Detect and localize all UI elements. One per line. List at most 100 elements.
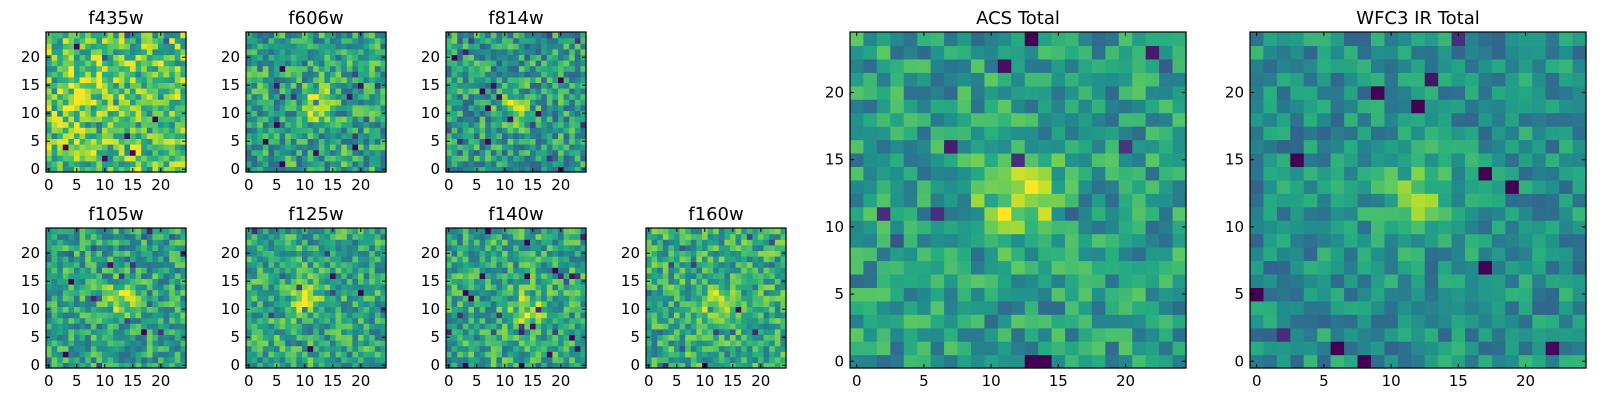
pixel-cell [446, 144, 453, 151]
pixel-cell [85, 166, 92, 173]
pixel-cell [462, 132, 469, 139]
pixel-cell [341, 334, 348, 341]
pixel-cell [451, 110, 458, 117]
pixel-cell [930, 220, 945, 235]
pixel-cell [380, 116, 387, 123]
pixel-cell [285, 121, 292, 128]
pixel-cell [903, 166, 918, 181]
pixel-cell [152, 76, 159, 83]
pixel-cell [580, 43, 587, 50]
pixel-cell [124, 295, 131, 302]
pixel-cell [662, 284, 669, 291]
pixel-cell [102, 104, 109, 111]
pixel-cell [118, 48, 125, 55]
pixel-cell [507, 121, 514, 128]
pixel-cell [574, 256, 581, 263]
pixel-cell [68, 155, 75, 162]
pixel-cell [57, 144, 64, 151]
pixel-cell [302, 71, 309, 78]
pixel-cell [746, 256, 753, 263]
pixel-cell [274, 356, 281, 363]
pixel-cell [169, 32, 176, 39]
pixel-cell [468, 356, 475, 363]
pixel-cell [324, 256, 331, 263]
pixel-cell [279, 295, 286, 302]
axes-frame [445, 227, 587, 369]
pixel-cell [563, 149, 570, 156]
pixel-cell [158, 250, 165, 257]
pixel-cell [251, 250, 258, 257]
pixel-cell [657, 356, 664, 363]
pixel-cell [57, 88, 64, 95]
pixel-cell [563, 250, 570, 257]
pixel-cell [507, 132, 514, 139]
pixel-cell [130, 65, 137, 72]
pixel-cell [541, 362, 548, 369]
pixel-cell [318, 132, 325, 139]
pixel-cell [1159, 300, 1174, 315]
pixel-cell [657, 323, 664, 330]
pixel-cell [374, 121, 381, 128]
pixel-cell [513, 356, 520, 363]
pixel-cell [257, 155, 264, 162]
pixel-cell [780, 328, 787, 335]
pixel-cell [563, 82, 570, 89]
pixel-cell [146, 261, 153, 268]
pixel-cell [169, 250, 176, 257]
pixel-cell [730, 312, 737, 319]
pixel-cell [890, 152, 905, 167]
pixel-cell [530, 312, 537, 319]
pixel-cell [358, 88, 365, 95]
pixel-cell [374, 300, 381, 307]
pixel-cell [890, 300, 905, 315]
pixel-cell [380, 132, 387, 139]
pixel-cell [558, 289, 565, 296]
pixel-cell [296, 345, 303, 352]
pixel-cell [130, 261, 137, 268]
pixel-cell [262, 345, 269, 352]
pixel-cell [485, 267, 492, 274]
pixel-cell [479, 328, 486, 335]
x-tick-label: 0 [244, 372, 254, 390]
pixel-cell [713, 295, 720, 302]
pixel-cell [346, 99, 353, 106]
pixel-cell [158, 289, 165, 296]
pixel-cell [763, 345, 770, 352]
pixel-cell [246, 160, 253, 167]
pixel-cell [1172, 206, 1187, 221]
pixel-cell [180, 267, 187, 274]
pixel-cell [285, 244, 292, 251]
pixel-cell [380, 272, 387, 279]
pixel-cell [90, 138, 97, 145]
pixel-cell [158, 244, 165, 251]
pixel-cell [118, 155, 125, 162]
pixel-cell [257, 76, 264, 83]
pixel-cell [546, 306, 553, 313]
pixel-cell [769, 306, 776, 313]
pixel-cell [541, 356, 548, 363]
pixel-cell [290, 127, 297, 134]
pixel-cell [374, 228, 381, 235]
pixel-cell [96, 267, 103, 274]
pixel-cell [713, 328, 720, 335]
pixel-cell [113, 284, 120, 291]
pixel-cell [1065, 166, 1080, 181]
pixel-cell [763, 362, 770, 369]
pixel-cell [558, 65, 565, 72]
pixel-cell [518, 43, 525, 50]
pixel-cell [246, 267, 253, 274]
pixel-cell [518, 132, 525, 139]
pixel-cell [79, 267, 86, 274]
pixel-cell [257, 362, 264, 369]
pixel-cell [374, 233, 381, 240]
pixel-cell [363, 351, 370, 358]
pixel-cell [169, 340, 176, 347]
pixel-cell [169, 334, 176, 341]
pixel-cell [668, 289, 675, 296]
pixel-cell [124, 149, 131, 156]
pixel-cell [296, 99, 303, 106]
pixel-cell [724, 250, 731, 257]
pixel-cell [668, 351, 675, 358]
pixel-cell [724, 351, 731, 358]
pixel-cell [358, 289, 365, 296]
